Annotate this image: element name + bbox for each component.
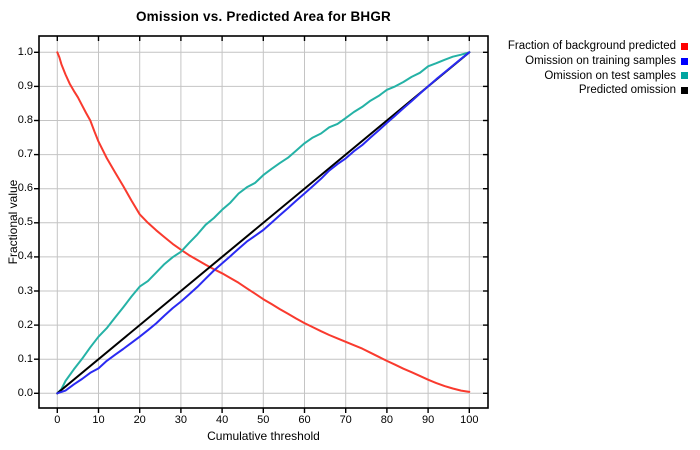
x-tick-label: 80 xyxy=(380,414,394,426)
y-tick-label: 0.8 xyxy=(17,114,33,126)
series-line xyxy=(56,51,471,395)
legend-swatch-icon xyxy=(681,72,688,80)
x-tick-label: 90 xyxy=(421,414,435,426)
x-tick-label: 50 xyxy=(257,414,270,426)
y-tick-label: 1.0 xyxy=(17,45,33,58)
legend-label: Fraction of background predicted xyxy=(507,40,676,53)
y-tick-label: 0.2 xyxy=(17,318,33,331)
x-tick-label: 20 xyxy=(133,414,146,426)
chart-title: Omission vs. Predicted Area for BHGR xyxy=(135,9,392,24)
y-tick-label: 0.9 xyxy=(17,79,33,92)
legend-item: Omission on training samples xyxy=(508,54,688,69)
legend-label: Omission on test samples xyxy=(544,69,676,82)
legend-item: Omission on test samples xyxy=(508,68,688,83)
series-line xyxy=(56,51,471,393)
legend: Fraction of background predicted Omission… xyxy=(508,39,688,98)
x-tick-label: 60 xyxy=(298,414,311,426)
y-tick-label: 0.5 xyxy=(17,216,33,229)
x-tick-label: 30 xyxy=(174,414,188,426)
legend-item: Predicted omission xyxy=(508,83,688,98)
x-tick-label: 70 xyxy=(339,414,352,426)
y-tick-label: 0.4 xyxy=(17,250,33,263)
legend-label: Predicted omission xyxy=(578,84,676,97)
y-tick-label: 0.1 xyxy=(17,352,33,365)
x-tick-label: 40 xyxy=(215,414,229,426)
series-line xyxy=(56,51,471,395)
y-tick-label: 0.0 xyxy=(17,386,33,399)
x-axis-label: Cumulative threshold xyxy=(207,429,320,443)
x-tick-label: 100 xyxy=(460,414,479,426)
legend-swatch-icon xyxy=(681,57,688,65)
legend-swatch-icon xyxy=(681,42,688,50)
y-tick-label: 0.6 xyxy=(17,182,33,195)
legend-swatch-icon xyxy=(681,86,688,94)
series-line xyxy=(56,51,471,395)
y-tick-label: 0.7 xyxy=(17,148,33,161)
legend-item: Fraction of background predicted xyxy=(508,39,688,54)
legend-label: Omission on training samples xyxy=(525,55,676,68)
x-tick-label: 10 xyxy=(92,414,105,426)
x-tick-label: 0 xyxy=(54,414,61,426)
y-tick-label: 0.3 xyxy=(17,284,33,297)
